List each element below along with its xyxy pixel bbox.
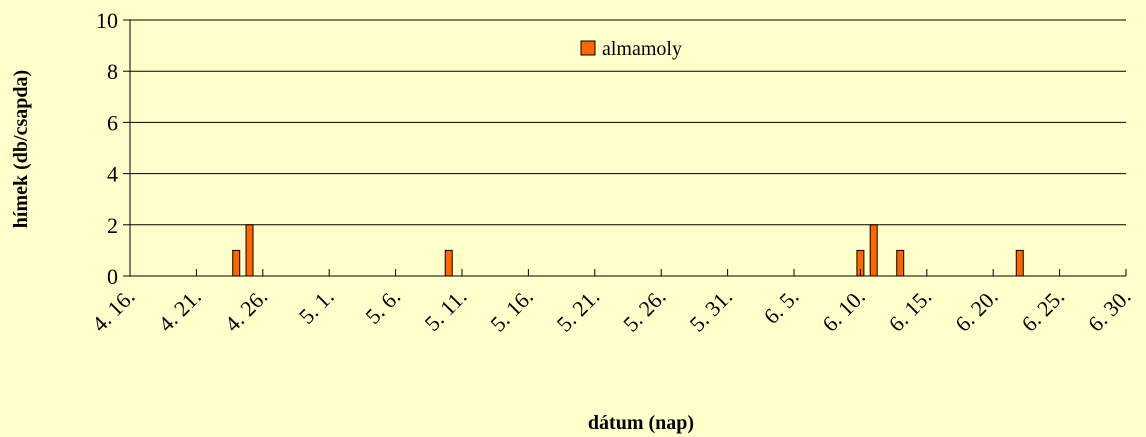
x-tick-label: 6. 10. — [817, 284, 870, 337]
x-tick-label: 5. 21. — [552, 284, 605, 337]
x-tick-label: 6. 5. — [759, 284, 804, 329]
legend: almamoly — [580, 38, 682, 60]
x-tick-label: 6. 30. — [1083, 284, 1136, 337]
x-tick-label: 4. 21. — [153, 284, 206, 337]
x-tick-label: 4. 16. — [87, 284, 140, 337]
x-tick-label: 4. 26. — [220, 284, 273, 337]
x-tick-label: 6. 15. — [884, 284, 937, 337]
y-axis-title: hímek (db/csapda) — [10, 70, 32, 228]
x-tick-label: 5. 11. — [419, 284, 471, 336]
x-tick-label: 5. 26. — [618, 284, 671, 337]
x-tick-label: 5. 1. — [294, 284, 339, 329]
bar — [896, 249, 905, 277]
y-tick-label: 8 — [107, 59, 118, 84]
y-tick-label: 10 — [96, 8, 118, 33]
bar — [232, 249, 241, 277]
legend-swatch-almamoly — [580, 40, 596, 56]
bars — [232, 224, 1024, 277]
x-tick-labels: 4. 16. 4. 21. 4. 26. 5. 1. 5. 6. 5. 11. 5. 16.… — [87, 284, 1136, 337]
bar — [869, 224, 878, 277]
x-tick-label: 6. 20. — [950, 284, 1003, 337]
y-tick-label: 4 — [107, 162, 118, 187]
legend-label-almamoly: almamoly — [602, 38, 682, 60]
axes — [123, 19, 1127, 277]
bar — [245, 224, 254, 277]
y-tick-labels: 0 2 4 6 8 10 — [96, 8, 118, 289]
x-axis-title: dátum (nap) — [588, 412, 694, 434]
y-tick-label: 0 — [107, 264, 118, 289]
gridlines — [130, 19, 1126, 226]
x-tick-label: 5. 31. — [684, 284, 737, 337]
y-tick-label: 2 — [107, 213, 118, 238]
x-tick-label: 5. 6. — [360, 284, 405, 329]
bar — [444, 249, 453, 277]
bar — [1015, 249, 1024, 277]
x-tick-label: 6. 25. — [1016, 284, 1069, 337]
y-tick-label: 6 — [107, 110, 118, 135]
x-tick-label: 5. 16. — [485, 284, 538, 337]
